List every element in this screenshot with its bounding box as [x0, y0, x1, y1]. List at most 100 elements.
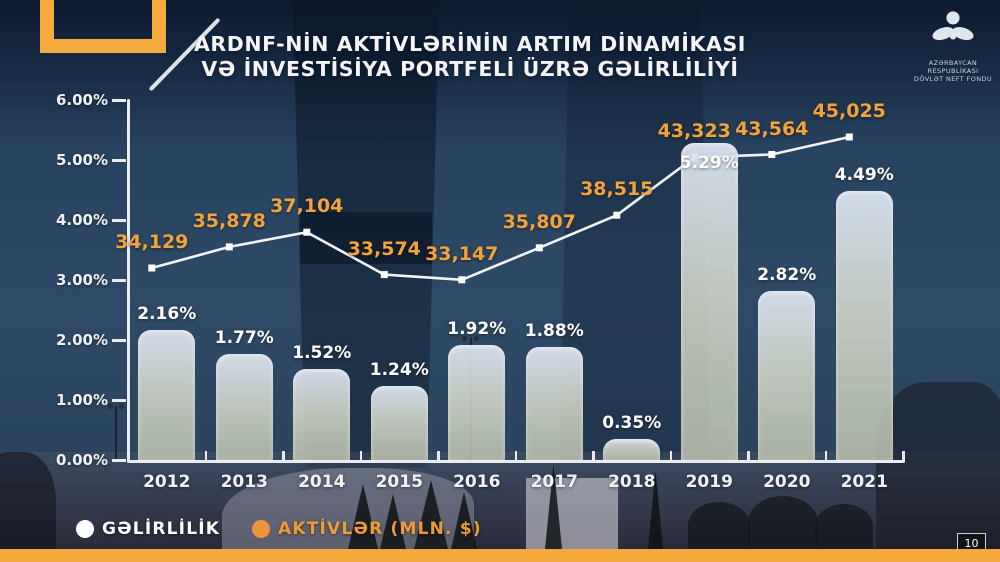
x-tick	[824, 451, 827, 461]
line-value-label: 43,323	[657, 120, 731, 143]
x-tick	[669, 451, 672, 461]
bar-value-label: 2.16%	[137, 304, 197, 325]
white-building-silhouette	[526, 478, 618, 549]
y-tick	[112, 339, 126, 342]
x-axis-year-label: 2020	[763, 472, 811, 492]
return-bar	[835, 190, 893, 460]
x-tick	[437, 451, 440, 461]
y-tick-label: 4.00%	[55, 211, 108, 229]
y-axis-line	[127, 99, 130, 463]
return-bar	[448, 344, 506, 460]
y-tick-label: 5.00%	[55, 151, 108, 169]
y-tick	[112, 99, 126, 102]
y-tick-label: 3.00%	[55, 271, 108, 289]
left-foliage-silhouette	[0, 452, 56, 562]
x-tick	[514, 451, 517, 461]
bar-value-label: 1.24%	[369, 359, 429, 380]
bush-icon	[748, 496, 818, 549]
bush-icon	[688, 502, 750, 549]
orange-dot-icon	[252, 520, 270, 538]
line-value-label: 37,104	[270, 195, 344, 218]
org-name-line-1: AZƏRBAYCAN RESPUBLİKASI	[927, 59, 979, 75]
x-axis-year-label: 2015	[375, 472, 423, 492]
line-marker	[845, 133, 853, 141]
return-bar	[370, 385, 428, 460]
return-bar	[215, 353, 273, 460]
return-bar	[525, 347, 583, 460]
line-value-label: 45,025	[812, 99, 886, 122]
line-marker	[613, 211, 621, 219]
y-tick	[112, 159, 126, 162]
page-number-badge: 10	[957, 533, 986, 553]
x-tick	[359, 451, 362, 461]
x-tick	[127, 451, 130, 461]
x-tick	[592, 451, 595, 461]
sofaz-emblem-icon	[932, 11, 974, 41]
line-value-label: 43,564	[735, 117, 809, 140]
x-axis-year-label: 2013	[220, 472, 268, 492]
y-tick-label: 1.00%	[55, 391, 108, 409]
line-marker	[148, 264, 156, 272]
org-logo: AZƏRBAYCAN RESPUBLİKASI DÖVLƏT NEFT FOND…	[905, 8, 1000, 83]
x-axis-year-label: 2018	[608, 472, 656, 492]
org-name-line-2: DÖVLƏT NEFT FONDU	[913, 75, 993, 83]
accent-square	[40, 0, 166, 53]
x-axis-year-label: 2012	[143, 472, 191, 492]
x-axis-year-label: 2014	[298, 472, 346, 492]
org-name: AZƏRBAYCAN RESPUBLİKASI DÖVLƏT NEFT FOND…	[905, 59, 1000, 83]
title-line-2: VƏ İNVESTİSİYA PORTFELİ ÜZRƏ GƏLİRLİLİYİ	[201, 57, 739, 81]
lamp-icon	[108, 404, 113, 409]
bar-value-label: 5.29%	[679, 152, 739, 173]
bush-icon	[815, 504, 873, 549]
y-tick	[112, 219, 126, 222]
bar-value-label: 0.35%	[602, 413, 662, 433]
line-marker	[535, 244, 543, 252]
tower-window-band	[300, 212, 432, 264]
bar-value-label: 2.82%	[757, 264, 817, 285]
return-bar	[758, 290, 816, 460]
return-bar	[680, 142, 738, 460]
x-axis-year-label: 2019	[685, 472, 733, 492]
return-bar	[603, 439, 661, 460]
y-tick	[112, 459, 126, 462]
y-tick-label: 6.00%	[55, 91, 108, 109]
line-marker	[225, 243, 233, 251]
line-value-label: 35,807	[502, 210, 576, 233]
line-value-label: 33,574	[347, 237, 421, 260]
bar-value-label: 1.77%	[214, 327, 274, 348]
x-axis-year-label: 2017	[530, 472, 578, 492]
line-value-label: 35,878	[192, 209, 266, 232]
x-axis-year-label: 2021	[840, 472, 888, 492]
bottom-accent-strip	[0, 549, 1000, 562]
legend-item-gelirlilik: GƏLİRLİLİK	[76, 519, 220, 539]
return-bar	[293, 368, 351, 460]
line-value-label: 38,515	[580, 178, 654, 201]
y-tick	[112, 279, 126, 282]
lamp-icon	[474, 336, 479, 341]
bar-value-label: 1.88%	[524, 321, 584, 342]
title-line-1: ARDNF-NİN AKTİVLƏRİNİN ARTIM DİNAMİKASI	[193, 32, 747, 56]
x-axis-line	[127, 460, 905, 463]
line-value-label: 34,129	[115, 230, 189, 253]
line-marker	[768, 151, 776, 158]
x-axis-year-label: 2016	[453, 472, 501, 492]
return-bar	[138, 330, 196, 460]
bar-value-label: 1.52%	[292, 342, 352, 363]
lamp-icon	[119, 404, 124, 409]
assets-line	[151, 135, 850, 282]
y-tick-label: 0.00%	[55, 451, 108, 469]
lamp-post-icon	[115, 406, 117, 462]
x-tick	[204, 451, 207, 461]
x-tick	[747, 451, 750, 461]
bar-value-label: 1.92%	[447, 318, 507, 339]
line-marker	[303, 228, 311, 236]
x-tick	[282, 451, 285, 461]
line-marker	[380, 271, 388, 279]
y-tick-label: 2.00%	[55, 331, 108, 349]
lamp-icon	[462, 336, 467, 341]
line-value-label: 33,147	[425, 242, 499, 265]
page-title: ARDNF-NİN AKTİVLƏRİNİN ARTIM DİNAMİKASI …	[170, 32, 770, 82]
x-tick	[902, 451, 905, 461]
